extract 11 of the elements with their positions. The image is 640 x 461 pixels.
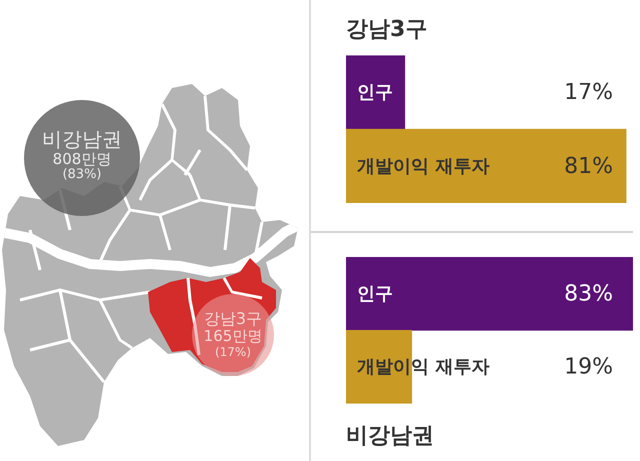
text: 비강남권 [346, 424, 434, 449]
y-tick-label: 인구 [357, 82, 393, 103]
data-label: 83% [564, 281, 613, 306]
data-label: 81% [564, 154, 613, 179]
y-tick-label: 인구 [357, 283, 393, 304]
text: 비강남권 808만명 (83%) [42, 127, 122, 182]
data-label: 17% [564, 80, 613, 106]
data-label: 19% [564, 354, 613, 380]
text: 강남3구 165만명 (17%) [204, 309, 262, 359]
y-tick-label: 개발이익 재투자 [357, 156, 490, 177]
chart-title: 강남3구 [346, 16, 428, 42]
